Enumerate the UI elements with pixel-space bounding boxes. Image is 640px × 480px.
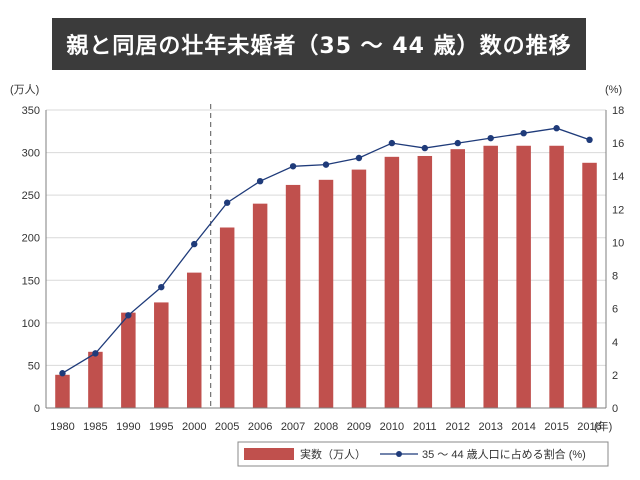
ratio-point — [586, 136, 593, 143]
right-axis-tick-label: 12 — [612, 204, 624, 216]
bar — [252, 203, 268, 408]
right-axis-tick-label: 6 — [612, 304, 618, 316]
right-axis-tick-label: 10 — [612, 237, 624, 249]
ratio-point — [256, 177, 264, 185]
left-axis-tick-label: 200 — [22, 233, 40, 245]
x-axis-tick-label: 2010 — [380, 421, 404, 433]
x-axis-tick-label: 2009 — [347, 421, 371, 433]
bar — [582, 162, 597, 408]
bar — [219, 227, 235, 408]
right-axis-tick-label: 4 — [612, 337, 618, 349]
ratio-point — [289, 163, 297, 170]
ratio-point — [454, 139, 461, 147]
left-axis-tick-label: 50 — [28, 360, 40, 372]
legend-line-marker — [396, 451, 402, 457]
x-axis-tick-label: 2005 — [215, 421, 239, 433]
ratio-point — [322, 161, 330, 168]
right-axis-tick-label: 18 — [612, 105, 624, 117]
bar — [55, 374, 70, 408]
bar — [483, 145, 498, 408]
x-axis-tick-label: 2015 — [544, 421, 568, 433]
x-axis-tick-label: 2016 — [577, 421, 601, 433]
right-axis-tick-label: 16 — [612, 138, 624, 150]
left-axis-tick-label: 250 — [22, 190, 40, 202]
ratio-point — [520, 129, 527, 137]
ratio-point — [92, 350, 99, 357]
bar — [318, 179, 334, 408]
bar — [450, 149, 466, 408]
ratio-point — [223, 199, 231, 206]
legend-box — [237, 441, 609, 467]
ratio-point — [59, 370, 66, 377]
x-axis-tick-label: 2007 — [281, 421, 305, 433]
ratio-point — [487, 134, 494, 142]
x-axis-tick-label: 1990 — [116, 421, 140, 433]
x-axis-tick-label: 2011 — [413, 421, 437, 433]
ratio-point — [191, 240, 198, 248]
bar — [285, 184, 301, 408]
right-axis-tick-label: 2 — [612, 370, 618, 382]
x-axis-tick-label: 2000 — [182, 421, 206, 433]
x-axis-tick-label: 2013 — [478, 421, 502, 433]
x-axis-tick-label: 1995 — [149, 421, 173, 433]
x-axis-tick-label: 1980 — [50, 421, 74, 433]
bar — [88, 351, 103, 408]
line-series — [59, 125, 593, 377]
ratio-point — [553, 125, 560, 132]
legend-bar-label: 実数（万人） — [300, 447, 366, 461]
right-axis-tick-label: 14 — [612, 171, 624, 183]
left-axis-tick-label: 0 — [34, 403, 40, 415]
right-axis-tick-label: 0 — [612, 403, 618, 415]
bar-series — [55, 145, 597, 408]
left-axis-tick-label: 150 — [22, 275, 40, 287]
x-axis-tick-label: 2012 — [446, 421, 470, 433]
bar — [351, 169, 367, 408]
ratio-point — [421, 144, 429, 152]
ratio-point — [158, 283, 165, 291]
x-axis-tick-label: 2006 — [248, 421, 272, 433]
right-axis-unit-label: (%) — [605, 84, 622, 96]
x-axis-unit-label: (年) — [594, 419, 612, 433]
x-axis-tick-label: 2014 — [511, 421, 535, 433]
bar — [154, 302, 169, 408]
legend: 実数（万人） 35 ～ 44 歳人口に占める割合 (%) — [237, 441, 609, 467]
bar — [549, 145, 564, 408]
bar — [516, 145, 531, 408]
legend-bar-swatch — [244, 448, 294, 460]
left-axis-tick-label: 100 — [22, 318, 40, 330]
bar — [417, 155, 433, 408]
ratio-point — [388, 139, 396, 147]
ratio-point — [355, 154, 363, 162]
x-axis-tick-label: 2008 — [314, 421, 338, 433]
bar — [186, 272, 202, 408]
legend-line-label: 35 ～ 44 歳人口に占める割合 (%) — [422, 447, 586, 461]
ratio-point — [125, 312, 132, 319]
x-axis-tick-label: 1985 — [83, 421, 107, 433]
bar — [121, 312, 136, 408]
right-axis-tick-label: 8 — [612, 271, 618, 283]
left-axis-tick-label: 350 — [22, 105, 40, 117]
axes: 0 50 100 150 200 250 300 350 0 2 4 6 8 10 12 14 16 18 1980… — [22, 105, 625, 433]
chart-title: 親と同居の壮年未婚者（35 ～ 44 歳）数の推移 — [52, 18, 586, 70]
left-axis-unit-label: (万人) — [10, 83, 39, 96]
left-axis-tick-label: 300 — [22, 148, 40, 160]
bar — [384, 156, 400, 408]
